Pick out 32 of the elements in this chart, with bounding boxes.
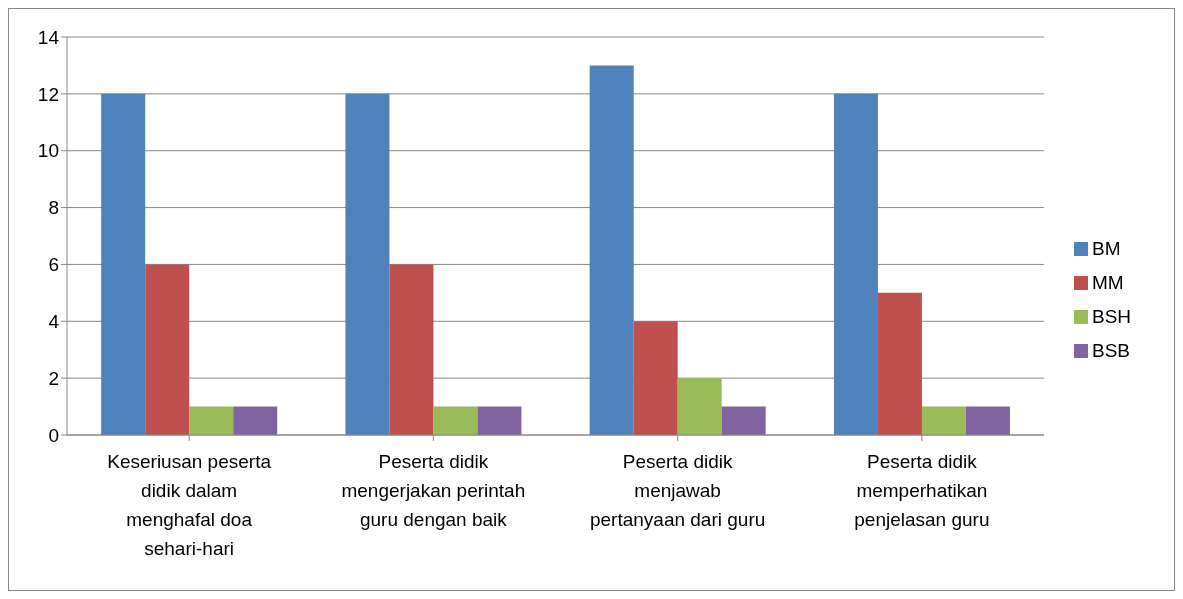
y-tick-label: 4 <box>48 311 60 333</box>
bar <box>833 93 878 435</box>
x-tick-label: Keseriusan peserta didik dalam menghafal doa sehari-hari <box>107 451 272 559</box>
bar <box>877 292 922 435</box>
legend-label: BSB <box>1092 339 1131 361</box>
bar <box>477 406 522 435</box>
bar <box>589 65 634 435</box>
y-tick-label: 0 <box>48 424 59 446</box>
x-tick-label: Peserta didik menjawab pertanyaan dari guru <box>589 451 766 530</box>
x-tick-label: Peserta didik mengerjakan perintah guru dengan baik <box>341 451 526 530</box>
bar <box>389 264 434 435</box>
bar <box>677 378 722 435</box>
legend-label: MM <box>1092 271 1124 293</box>
bar <box>101 93 146 435</box>
bar <box>433 406 478 435</box>
legend-label: BSH <box>1092 305 1132 327</box>
y-tick-label: 2 <box>48 367 59 389</box>
bar <box>633 321 678 435</box>
bar <box>921 406 966 435</box>
y-tick-label: 6 <box>48 254 59 276</box>
x-tick-label: Peserta didik memperhatikan penjelasan guru <box>854 451 990 530</box>
y-tick-label: 8 <box>48 197 59 219</box>
bar <box>965 406 1010 435</box>
bar <box>721 406 766 435</box>
legend-label: BM <box>1092 237 1121 259</box>
bar <box>189 406 234 435</box>
bar <box>233 406 278 435</box>
y-tick-label: 14 <box>37 26 60 48</box>
bar <box>145 264 190 435</box>
bar <box>345 93 390 435</box>
y-tick-label: 12 <box>37 83 59 105</box>
y-tick-label: 10 <box>37 140 59 162</box>
